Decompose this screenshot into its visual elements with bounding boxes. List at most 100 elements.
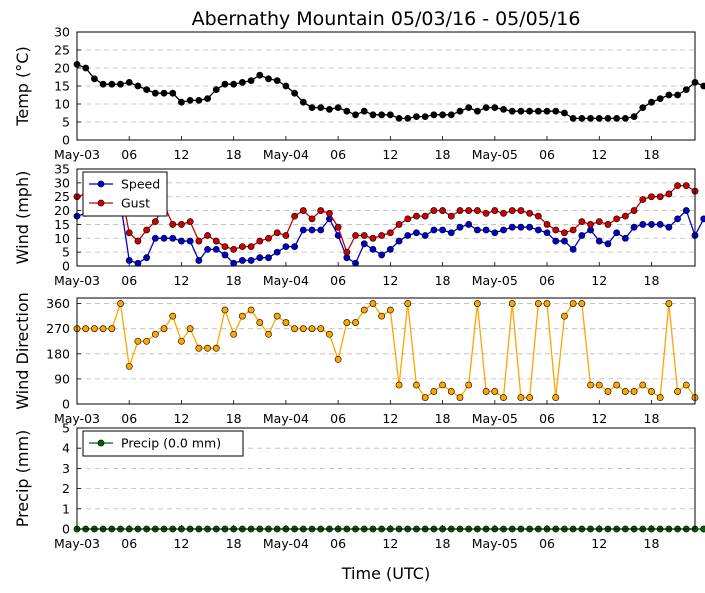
- data-point-temp-0: [282, 82, 290, 90]
- data-point-dir-0: [395, 381, 403, 389]
- x-tick-label-precip: 18: [226, 536, 242, 551]
- data-point-temp-0: [317, 104, 325, 111]
- data-point-dir-0: [621, 388, 629, 395]
- data-point-temp-0: [648, 98, 655, 106]
- data-point-dir-0: [421, 394, 429, 401]
- x-tick-label-temp: 06: [121, 147, 137, 162]
- series-wind-1: [73, 182, 699, 256]
- data-point-temp-0: [108, 80, 116, 88]
- data-point-wind-0: [291, 243, 299, 250]
- data-point-dir-0: [160, 325, 168, 333]
- data-point-wind-0: [299, 226, 307, 234]
- data-point-wind-1: [352, 232, 359, 239]
- x-tick-label-precip: May-05: [472, 536, 518, 551]
- data-point-wind-0: [230, 259, 238, 267]
- data-point-temp-0: [613, 115, 621, 122]
- x-tick-label-dir: 18: [435, 411, 451, 426]
- data-point-temp-0: [465, 104, 473, 111]
- data-point-dir-0: [360, 306, 368, 314]
- data-point-dir-0: [326, 330, 333, 338]
- data-point-wind-1: [682, 182, 690, 190]
- data-point-dir-0: [352, 319, 359, 326]
- data-point-temp-0: [578, 115, 586, 122]
- data-point-wind-1: [621, 212, 629, 220]
- legend-precip: Precip (0.0 mm): [82, 430, 244, 457]
- data-point-temp-0: [212, 86, 220, 93]
- x-tick-label-precip: 18: [644, 536, 660, 551]
- data-point-wind-0: [238, 257, 246, 264]
- data-point-dir-0: [491, 388, 499, 395]
- data-point-wind-0: [439, 226, 446, 234]
- legend-marker-precip-0: [97, 439, 105, 447]
- data-point-wind-0: [134, 259, 142, 267]
- data-point-wind-1: [526, 209, 534, 217]
- data-point-dir-0: [178, 337, 185, 345]
- data-point-wind-1: [143, 226, 151, 234]
- data-point-dir-0: [595, 381, 603, 389]
- data-point-wind-0: [282, 243, 290, 250]
- data-point-wind-1: [639, 196, 647, 203]
- x-tick-label-wind: 18: [226, 273, 242, 288]
- data-point-wind-0: [273, 248, 281, 256]
- data-point-temp-0: [508, 107, 516, 115]
- data-point-wind-1: [299, 207, 307, 214]
- x-tick-label-temp: 18: [644, 147, 660, 162]
- data-point-dir-0: [517, 394, 525, 401]
- y-tick-label-temp: 25: [54, 43, 70, 58]
- data-point-wind-1: [178, 221, 185, 228]
- data-point-wind-0: [369, 245, 377, 253]
- legend-label-precip-0: Precip (0.0 mm): [121, 436, 221, 451]
- data-point-wind-1: [169, 221, 177, 228]
- panel-dir: 0 90 180 270 360 Wind Direction May-03 06 12 18 Ma…: [13, 292, 699, 426]
- y-axis-title-wind: Wind (mph): [13, 171, 32, 265]
- y-tick-label-dir: 180: [46, 346, 70, 361]
- plot-frame-wind: [76, 168, 696, 267]
- data-point-temp-0: [143, 86, 151, 93]
- data-point-dir-0: [465, 381, 473, 389]
- data-point-dir-0: [578, 300, 586, 307]
- series-wind-0: [73, 198, 705, 267]
- data-point-temp-0: [369, 111, 377, 119]
- data-point-temp-0: [299, 98, 307, 106]
- data-point-dir-0: [378, 312, 386, 320]
- y-axis-title-temp: Temp (°C): [13, 46, 32, 126]
- data-point-temp-0: [343, 107, 351, 115]
- data-point-wind-1: [561, 229, 568, 237]
- data-point-temp-0: [326, 106, 333, 113]
- data-point-dir-0: [247, 306, 255, 314]
- data-point-wind-1: [404, 215, 412, 223]
- data-point-temp-0: [247, 77, 255, 84]
- y-tick-label-wind: 10: [54, 231, 70, 246]
- data-point-wind-1: [508, 207, 516, 214]
- y-tick-label-temp: 0: [62, 133, 70, 148]
- data-point-wind-1: [273, 229, 281, 237]
- data-point-wind-0: [125, 257, 133, 264]
- data-point-temp-0: [656, 95, 664, 102]
- x-tick-label-dir: 18: [644, 411, 660, 426]
- series-dir-0: [73, 300, 699, 401]
- y-tick-label-temp: 20: [54, 61, 70, 76]
- data-point-temp-0: [178, 98, 185, 106]
- data-point-wind-0: [613, 229, 621, 237]
- data-point-dir-0: [430, 388, 438, 395]
- data-point-wind-0: [395, 237, 403, 245]
- data-point-temp-0: [395, 115, 403, 122]
- data-point-wind-1: [212, 237, 220, 245]
- data-point-temp-0: [378, 111, 386, 119]
- data-point-temp-0: [352, 111, 359, 119]
- data-point-wind-1: [552, 226, 560, 234]
- data-point-wind-0: [648, 221, 655, 228]
- data-point-wind-0: [482, 226, 490, 234]
- data-point-temp-0: [526, 107, 534, 115]
- data-point-wind-1: [247, 243, 255, 250]
- data-point-temp-0: [360, 107, 368, 115]
- data-point-dir-0: [534, 300, 542, 307]
- y-tick-label-precip: 1: [62, 501, 70, 516]
- x-tick-label-wind: 18: [644, 273, 660, 288]
- data-point-temp-0: [151, 89, 159, 97]
- data-point-wind-0: [143, 254, 151, 262]
- data-point-dir-0: [404, 300, 412, 307]
- series-temp-0: [73, 61, 705, 122]
- y-tick-label-precip: 0: [62, 522, 70, 537]
- y-axis-title-precip: Precip (mm): [13, 430, 32, 528]
